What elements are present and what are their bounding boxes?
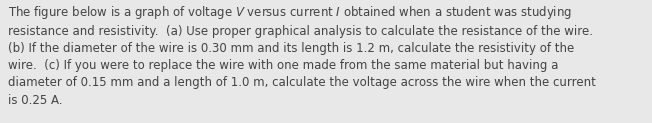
Text: The figure below is a graph of voltage $V$ versus current $I$ obtained when a st: The figure below is a graph of voltage $…	[8, 4, 596, 107]
